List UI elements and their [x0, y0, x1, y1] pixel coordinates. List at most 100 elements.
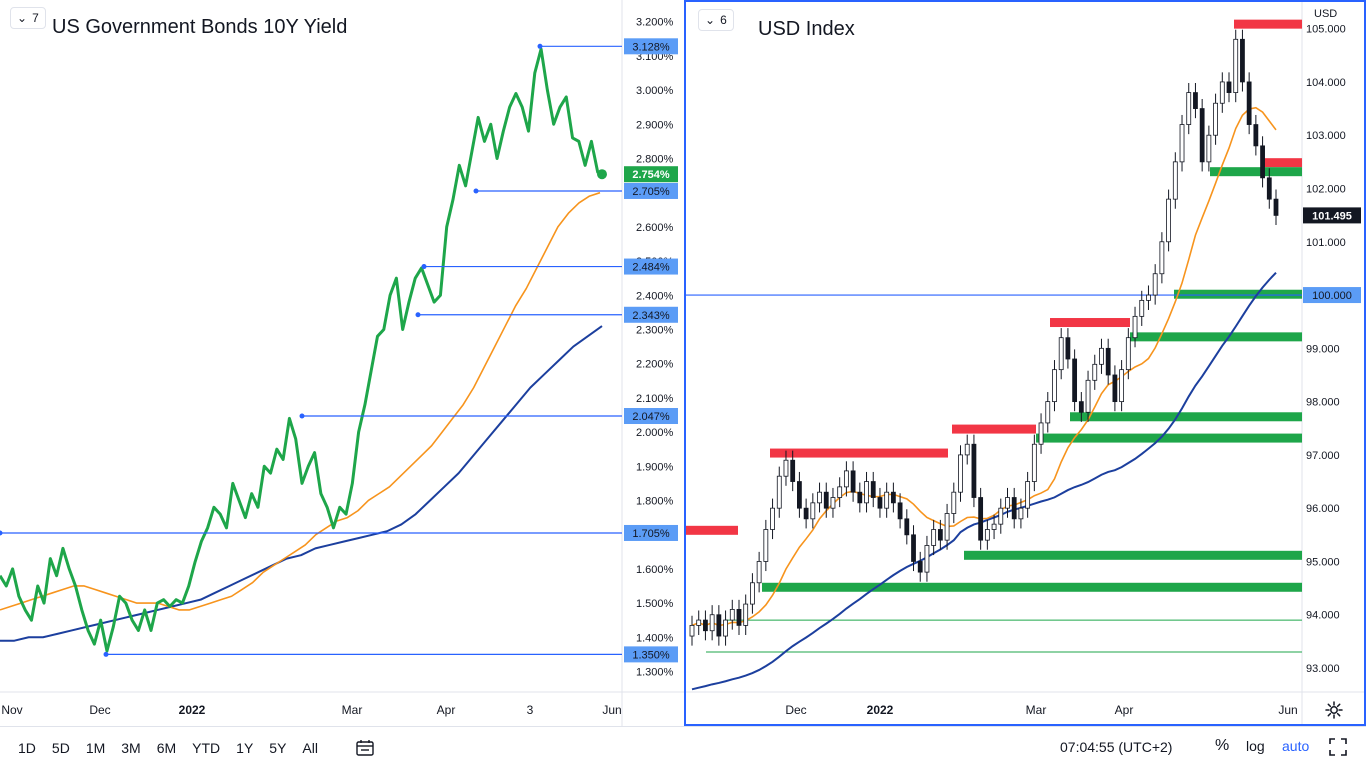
range-6m-button[interactable]: 6M	[156, 739, 177, 756]
support-zone	[1036, 433, 1302, 443]
level-price-tag	[624, 408, 678, 425]
level-price-label: 1.705%	[632, 528, 670, 540]
candle-body	[1005, 497, 1010, 509]
last-price-label: 2.754%	[632, 169, 670, 181]
last-price-dot	[597, 169, 607, 180]
currency-label[interactable]: USD	[1314, 8, 1338, 20]
candle-body	[1052, 369, 1057, 403]
candle-body	[964, 443, 970, 456]
candle-body	[689, 624, 695, 637]
y-tick-label: 1.600%	[636, 564, 674, 576]
range-3m-button[interactable]: 3M	[121, 739, 141, 756]
candle-body	[1159, 241, 1165, 275]
x-tick-label: Apr	[1115, 703, 1134, 717]
x-tick-label: Mar	[342, 703, 363, 717]
support-zone	[1174, 289, 1302, 299]
x-tick-label: Dec	[785, 703, 806, 717]
x-tick-label: 3	[527, 703, 534, 717]
level-price-tag	[624, 182, 678, 199]
support-zone	[762, 582, 1302, 592]
y-tick-label: 99.000	[1306, 343, 1340, 355]
level-anchor-dot	[103, 651, 109, 657]
candle-body	[756, 561, 762, 584]
percent-scale-button[interactable]: %	[1215, 737, 1230, 754]
auto-scale-button[interactable]: auto	[1282, 738, 1310, 754]
y-tick-label: 2.200%	[636, 359, 674, 371]
candle-body	[897, 502, 903, 520]
range-1y-button[interactable]: 1Y	[236, 739, 254, 756]
level-price-label: 2.705%	[632, 186, 670, 198]
range-5d-button[interactable]: 5D	[51, 739, 70, 756]
x-tick-label: Jun	[602, 703, 621, 717]
y-tick-label: 104.000	[1306, 77, 1346, 89]
resistance-zone	[686, 525, 738, 535]
candle-body	[984, 529, 990, 541]
support-zone	[964, 550, 1302, 560]
range-1d-button[interactable]: 1D	[18, 739, 36, 756]
range-5y-button[interactable]: 5Y	[269, 739, 287, 756]
range-ytd-button[interactable]: YTD	[192, 739, 221, 756]
y-tick-label: 1.300%	[636, 666, 674, 678]
y-tick-label: 3.000%	[636, 85, 674, 97]
candle-body	[823, 491, 829, 509]
x-tick-label: Dec	[89, 703, 110, 717]
calendar-range-icon[interactable]	[354, 737, 376, 759]
candle-body	[810, 502, 816, 520]
support-zone	[1130, 332, 1302, 342]
y-tick-label: 1.900%	[636, 461, 674, 473]
candle-body	[790, 459, 796, 482]
candle-body	[877, 497, 883, 509]
level-anchor-dot	[0, 530, 3, 536]
y-tick-label: 105.000	[1306, 24, 1346, 36]
x-tick-label: Mar	[1026, 703, 1047, 717]
bond-yield-chart-pane[interactable]: 3.200%3.100%3.000%2.900%2.800%2.600%2.50…	[0, 0, 684, 726]
candle-body	[1233, 38, 1239, 93]
candle-body	[817, 491, 822, 504]
x-tick-label: 2022	[179, 703, 206, 717]
left-legend-collapse-button[interactable]: ⌄ 7	[10, 7, 46, 29]
candle-body	[998, 507, 1004, 525]
range-1m-button[interactable]: 1M	[85, 739, 106, 756]
candle-body	[1273, 198, 1279, 216]
usd-index-chart-pane[interactable]: 105.000 104.000 103.000 102.000 101.000 100.0…	[684, 0, 1366, 726]
level-anchor-dot	[421, 264, 427, 270]
candle-body	[951, 491, 957, 514]
candle-body	[1266, 177, 1272, 200]
candle-body	[1125, 337, 1131, 371]
level-price-label: 100.000	[1312, 290, 1352, 302]
gear-icon[interactable]	[1324, 700, 1344, 720]
candle-body	[904, 518, 910, 536]
candle-body	[911, 534, 916, 562]
level-price-tag	[624, 258, 678, 275]
candle-body	[1072, 358, 1078, 403]
candle-body	[1139, 299, 1145, 317]
utc-clock[interactable]: 07:04:55 (UTC+2)	[1060, 739, 1173, 755]
candle-body	[770, 507, 775, 530]
y-tick-label: 94.000	[1306, 610, 1340, 622]
y-tick-label: 101.000	[1306, 237, 1346, 249]
candle-body	[1146, 294, 1151, 301]
fullscreen-icon[interactable]	[1328, 737, 1348, 757]
candle-body	[1260, 145, 1265, 179]
usd-index-chart[interactable]: 105.000 104.000 103.000 102.000 101.000 100.0…	[686, 2, 1364, 724]
bond-yield-chart[interactable]: 3.200%3.100%3.000%2.900%2.800%2.600%2.50…	[0, 0, 684, 726]
level-price-label: 2.343%	[632, 310, 670, 322]
resistance-zone	[1050, 318, 1130, 328]
candle-body	[830, 497, 836, 509]
candle-body	[1011, 497, 1017, 520]
candle-body	[937, 529, 943, 541]
candle-body	[1105, 347, 1111, 376]
y-tick-label: 97.000	[1306, 450, 1340, 462]
candle-body	[1112, 374, 1118, 403]
level-anchor-dot	[537, 43, 543, 49]
candle-body	[1219, 81, 1225, 104]
candle-body	[1240, 38, 1245, 83]
left-badge-count: 7	[32, 11, 39, 25]
candle-body	[1078, 401, 1084, 413]
right-legend-collapse-button[interactable]: ⌄ 6	[698, 9, 734, 31]
range-all-button[interactable]: All	[302, 739, 318, 756]
candle-body	[1193, 92, 1198, 109]
log-scale-button[interactable]: log	[1246, 738, 1265, 754]
candle-body	[870, 481, 876, 498]
candle-body	[736, 609, 742, 626]
